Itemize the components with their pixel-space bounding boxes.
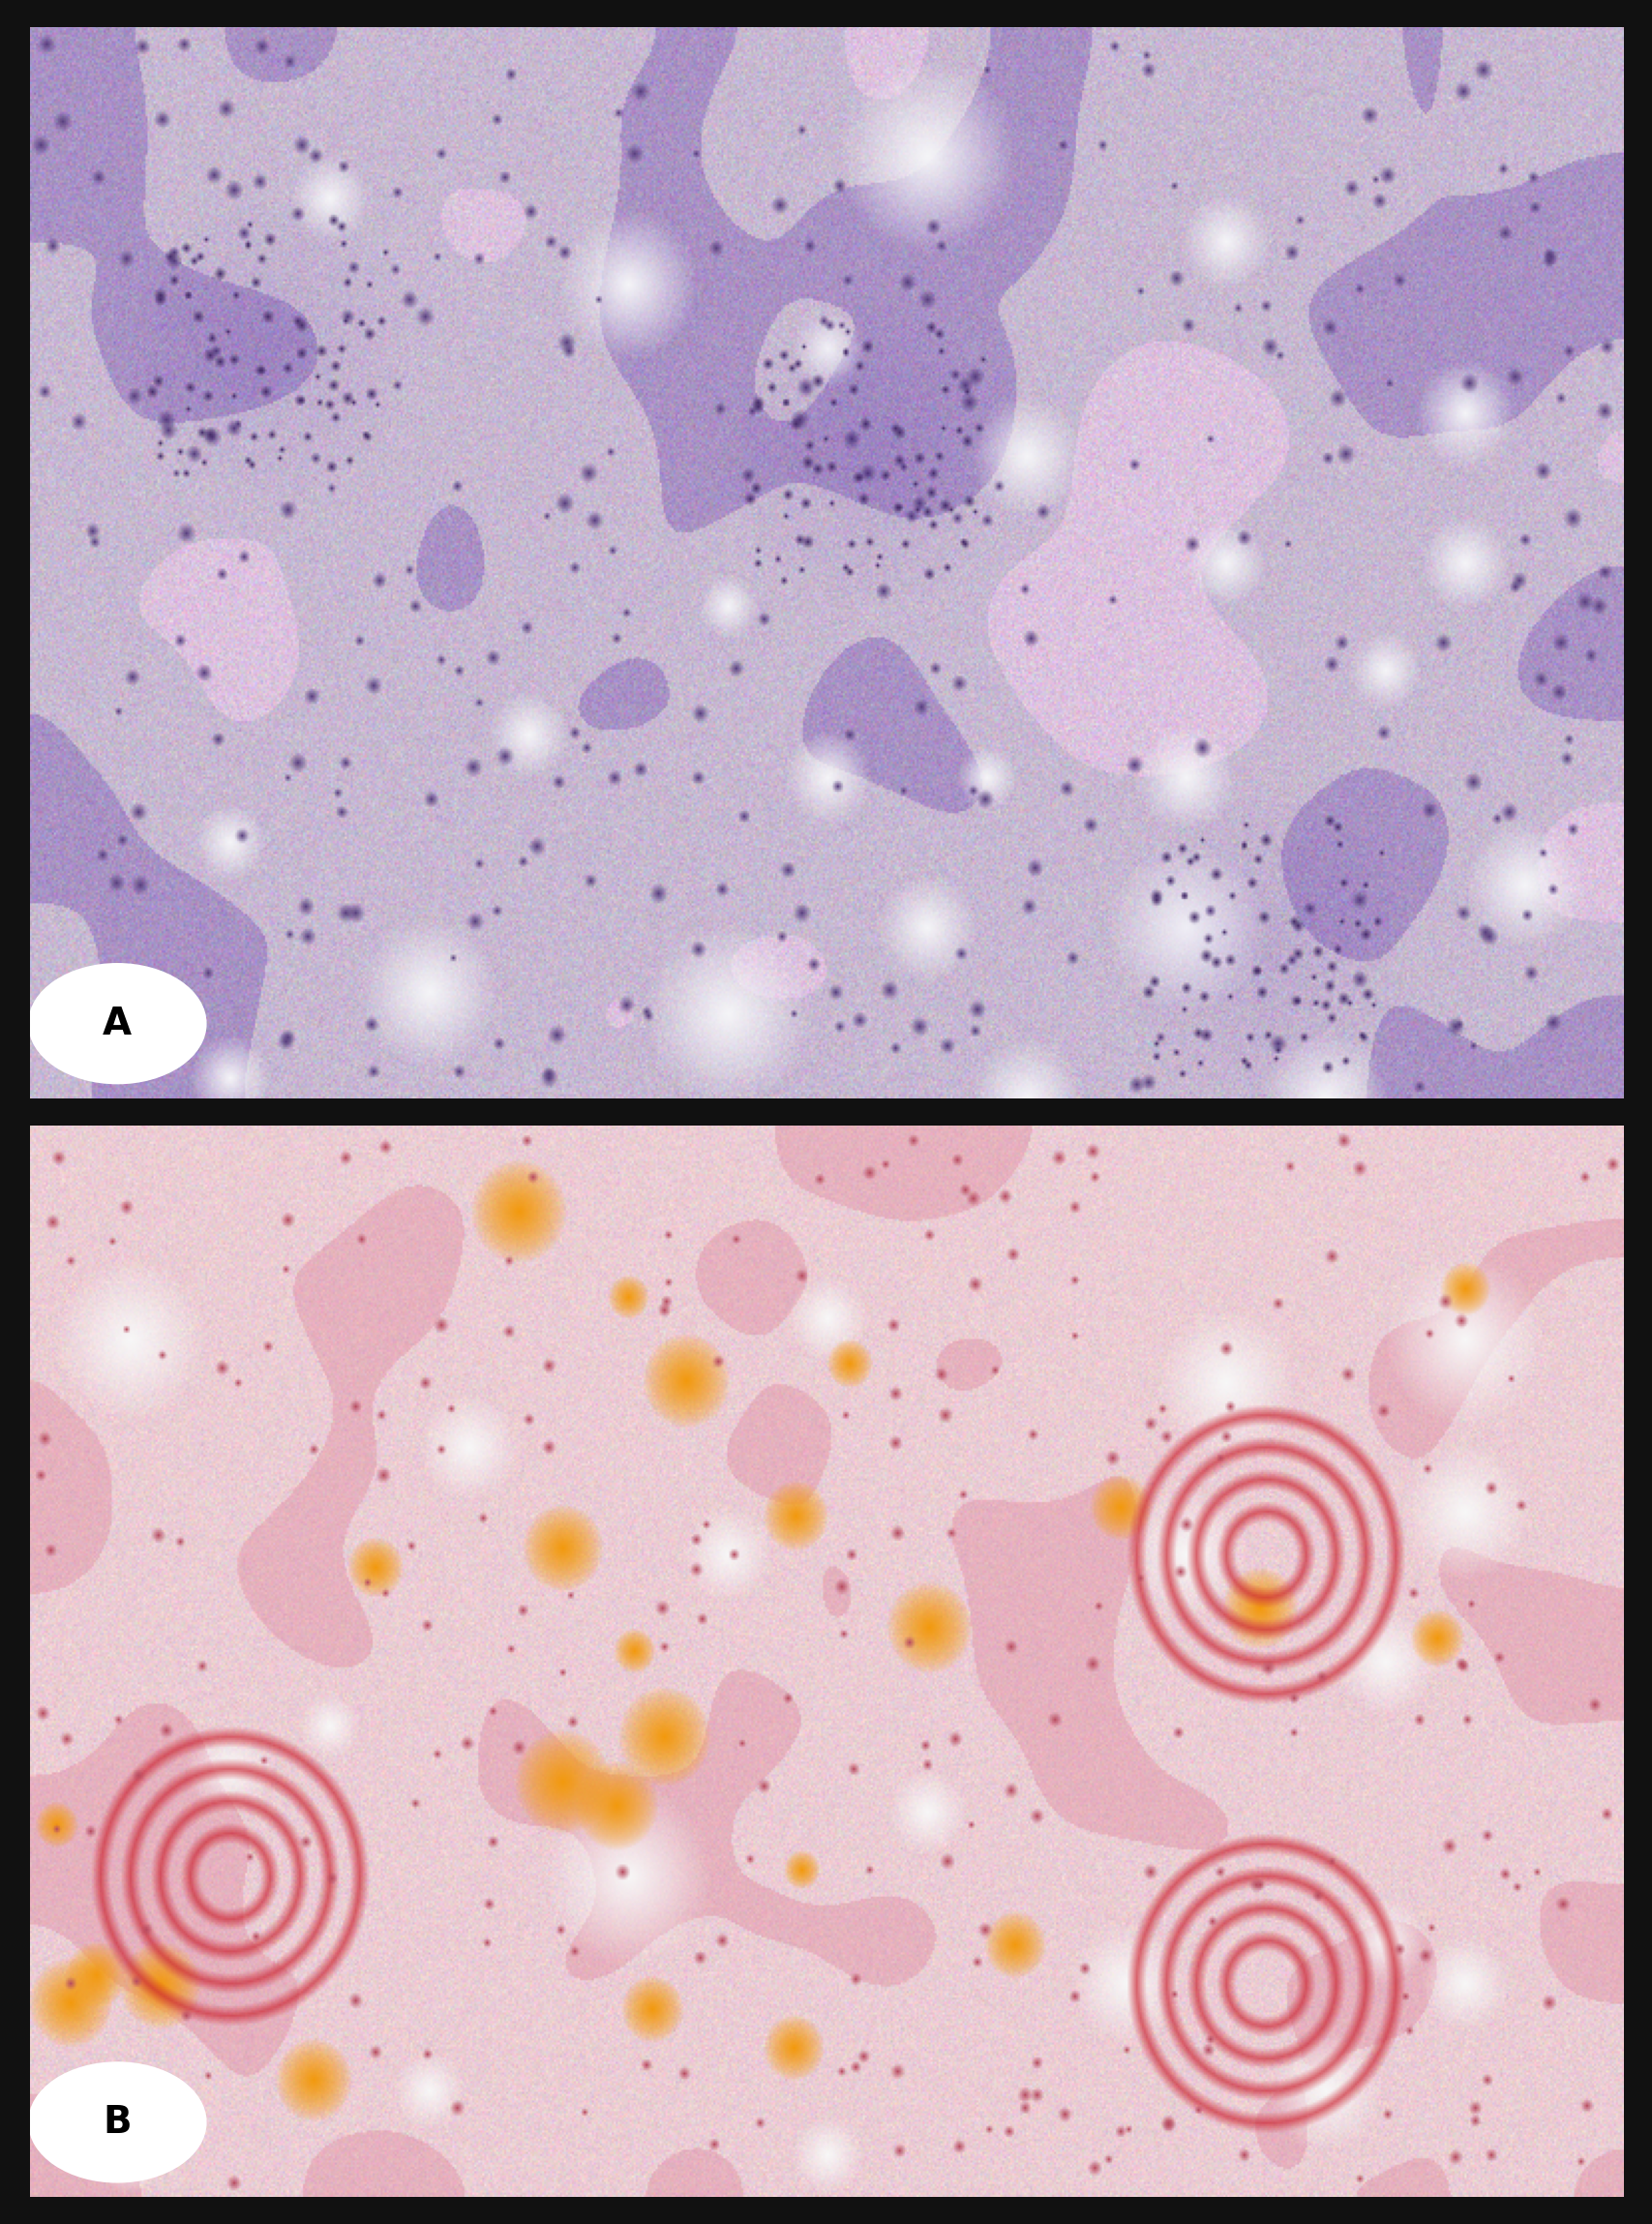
- Text: B: B: [102, 2104, 132, 2142]
- Circle shape: [30, 965, 205, 1083]
- Text: A: A: [102, 1005, 132, 1043]
- Circle shape: [30, 2064, 205, 2182]
